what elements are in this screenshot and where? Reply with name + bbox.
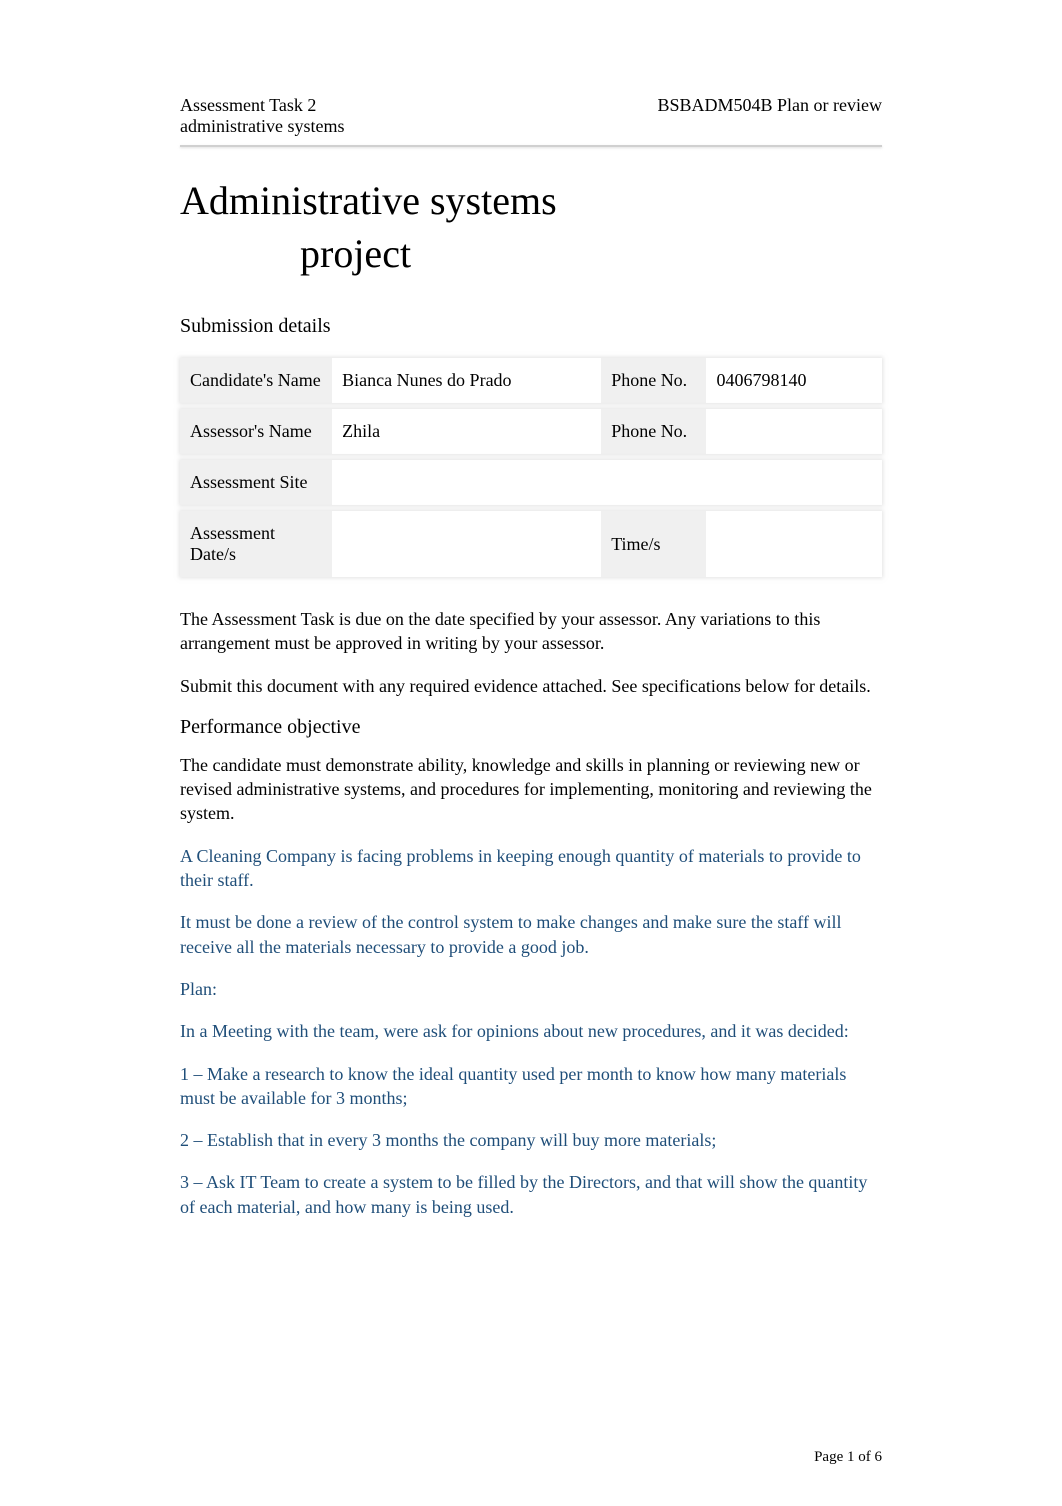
- due-date-paragraph: The Assessment Task is due on the date s…: [180, 607, 882, 656]
- assessment-date-value: [332, 511, 601, 577]
- assessment-time-value: [706, 511, 882, 577]
- header-left: Assessment Task 2 administrative systems: [180, 95, 344, 137]
- candidate-name-value: Bianca Nunes do Prado: [332, 358, 601, 403]
- performance-p7: 2 – Establish that in every 3 months the…: [180, 1128, 882, 1152]
- table-row: Assessor's Name Zhila Phone No.: [180, 409, 882, 454]
- performance-p8: 3 – Ask IT Team to create a system to be…: [180, 1170, 882, 1219]
- performance-p6: 1 – Make a research to know the ideal qu…: [180, 1062, 882, 1111]
- table-row: Assessment Date/s Time/s: [180, 511, 882, 577]
- assessment-date-label: Assessment Date/s: [180, 511, 332, 577]
- performance-p1: The candidate must demonstrate ability, …: [180, 753, 882, 826]
- header-task-label: Assessment Task 2: [180, 95, 344, 116]
- page-header: Assessment Task 2 administrative systems…: [180, 95, 882, 137]
- header-right: BSBADM504B Plan or review: [658, 95, 883, 137]
- candidate-phone-label: Phone No.: [601, 358, 706, 403]
- assessor-phone-value: [706, 409, 882, 454]
- candidate-name-label: Candidate's Name: [180, 358, 332, 403]
- header-subject-label: administrative systems: [180, 116, 344, 137]
- candidate-phone-value: 0406798140: [706, 358, 882, 403]
- table-row: Candidate's Name Bianca Nunes do Prado P…: [180, 358, 882, 403]
- performance-p5: In a Meeting with the team, were ask for…: [180, 1019, 882, 1043]
- submission-details-table: Candidate's Name Bianca Nunes do Prado P…: [180, 352, 882, 583]
- header-divider: [180, 145, 882, 147]
- submission-heading: Submission details: [180, 315, 882, 338]
- assessment-site-label: Assessment Site: [180, 460, 332, 505]
- page-title-line2: project: [300, 230, 882, 277]
- submit-paragraph: Submit this document with any required e…: [180, 674, 882, 698]
- page-title-line1: Administrative systems: [180, 177, 882, 224]
- assessor-name-label: Assessor's Name: [180, 409, 332, 454]
- performance-p2: A Cleaning Company is facing problems in…: [180, 844, 882, 893]
- assessor-name-value: Zhila: [332, 409, 601, 454]
- header-unit-code: BSBADM504B Plan or review: [658, 95, 883, 116]
- assessor-phone-label: Phone No.: [601, 409, 706, 454]
- performance-heading: Performance objective: [180, 716, 882, 739]
- performance-p4: Plan:: [180, 977, 882, 1001]
- assessment-time-label: Time/s: [601, 511, 706, 577]
- table-row: Assessment Site: [180, 460, 882, 505]
- performance-p3: It must be done a review of the control …: [180, 910, 882, 959]
- page-footer: Page 1 of 6: [814, 1449, 882, 1466]
- assessment-site-value: [332, 460, 882, 505]
